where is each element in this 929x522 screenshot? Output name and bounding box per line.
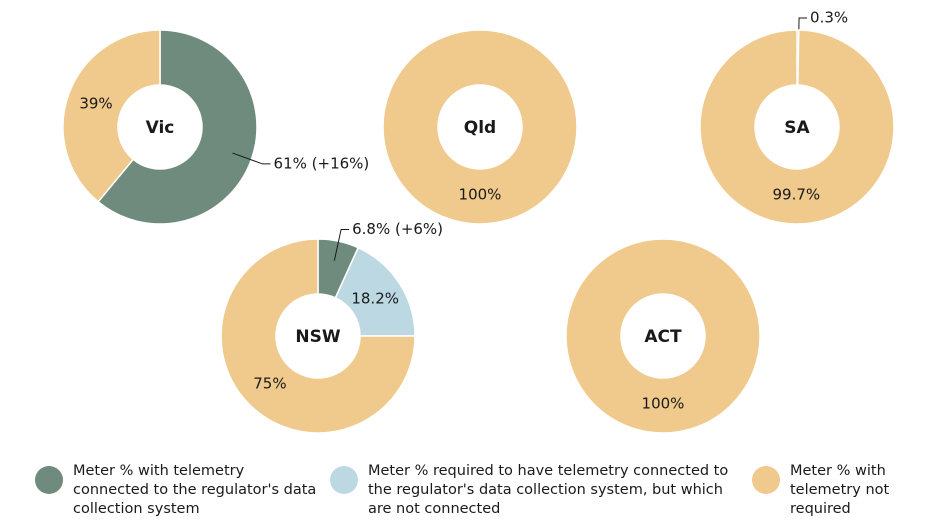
donut-title: Vic bbox=[146, 118, 175, 138]
donut-title: Qld bbox=[464, 118, 496, 138]
donut-title: NSW bbox=[295, 327, 340, 347]
donut-segment bbox=[97, 29, 258, 225]
leader-line bbox=[232, 152, 271, 165]
donut-title: ACT bbox=[644, 327, 682, 347]
value-label: 99.7% bbox=[773, 185, 821, 203]
legend-swatch bbox=[752, 466, 780, 494]
charts: 61% (+16%) 39% Vic 100% Qld 0.3% 99.7% SA 6.8% (… bbox=[62, 9, 895, 434]
value-label: 75% bbox=[253, 375, 286, 393]
donut-segment bbox=[62, 29, 161, 203]
value-label: 100% bbox=[459, 186, 502, 204]
value-label: 39% bbox=[79, 94, 112, 112]
legend-label: Meter % with telemetry connected to the … bbox=[73, 463, 317, 517]
donut-segment bbox=[220, 238, 416, 434]
legend-item: Meter % required to have telemetry conne… bbox=[330, 462, 738, 519]
legend-item: Meter % with telemetry not required bbox=[752, 462, 929, 519]
legend-label: Meter % required to have telemetry conne… bbox=[368, 463, 729, 517]
leader-line bbox=[333, 228, 350, 261]
donut-segment bbox=[382, 29, 578, 225]
donut-segment bbox=[565, 238, 761, 434]
value-label: 100% bbox=[642, 395, 685, 413]
value-label: 18.2% bbox=[351, 290, 399, 308]
value-label: 0.3% bbox=[810, 9, 848, 27]
donut-segment bbox=[699, 29, 895, 225]
legend-item: Meter % with telemetry connected to the … bbox=[35, 462, 318, 519]
donut-segment bbox=[334, 246, 416, 337]
legend-swatch bbox=[330, 466, 358, 494]
value-label: 6.8% (+6%) bbox=[352, 220, 443, 238]
donut-title: SA bbox=[784, 118, 810, 138]
legend-swatch bbox=[35, 466, 63, 494]
value-label: 61% (+16%) bbox=[274, 154, 370, 172]
legend-label: Meter % with telemetry not required bbox=[790, 463, 890, 517]
